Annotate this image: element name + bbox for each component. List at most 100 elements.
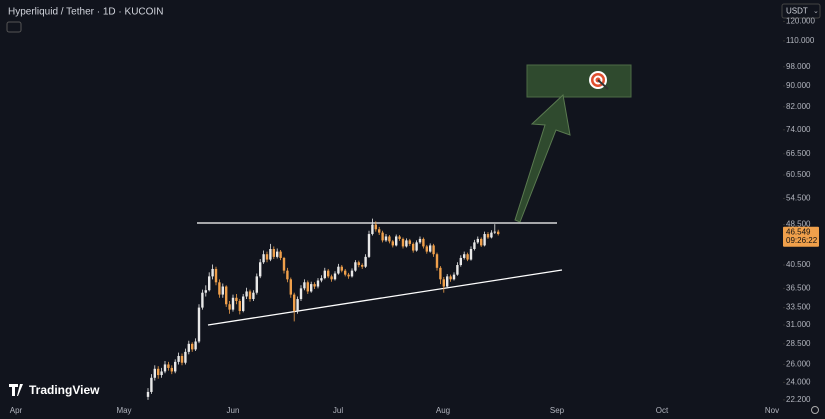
candle-body: [299, 288, 303, 300]
candle-body: [429, 245, 432, 252]
candle-body: [296, 299, 299, 311]
y-tick-label: 22.200: [786, 395, 811, 404]
candle-body: [160, 371, 163, 376]
y-tick-label: 48.500: [786, 220, 811, 229]
candle-body: [452, 274, 456, 280]
candle-body: [333, 273, 337, 280]
candle-body: [364, 256, 367, 267]
candle-body: [279, 251, 282, 258]
candle-body: [412, 243, 415, 251]
y-tick-label: 36.500: [786, 283, 811, 292]
candle-body: [378, 229, 381, 233]
candle-body: [146, 391, 150, 397]
candle-body: [191, 343, 194, 350]
candle-body: [347, 274, 350, 277]
candle-body: [170, 367, 173, 372]
candle-body: [242, 296, 245, 311]
currency-label: USDT: [786, 7, 808, 16]
candle-body: [327, 270, 330, 277]
projection-arrow: [514, 94, 571, 223]
candle-body: [323, 270, 326, 279]
candle-body: [225, 286, 228, 305]
candle-body: [208, 276, 211, 291]
candle-body: [405, 240, 408, 247]
candle-body: [252, 292, 255, 300]
candle-body: [371, 224, 374, 235]
y-tick-label: 26.000: [786, 360, 811, 369]
x-tick-label: Jul: [333, 406, 343, 415]
price-label-box: [783, 226, 819, 247]
candle-body: [398, 236, 401, 239]
candle-body: [235, 297, 238, 301]
y-tick-label: 82.000: [786, 102, 811, 111]
candle-body: [197, 307, 201, 342]
y-tick-label: 60.500: [786, 170, 811, 179]
candle-body: [439, 267, 442, 280]
candle-body: [497, 231, 500, 235]
y-tick-label: 66.500: [786, 149, 811, 158]
candle-body: [231, 297, 235, 310]
candle-body: [442, 279, 445, 287]
candle-body: [184, 351, 187, 363]
candle-body: [272, 248, 275, 257]
candle-body: [310, 284, 313, 292]
candle-body: [422, 238, 425, 247]
candle-body: [483, 234, 486, 246]
settings-icon[interactable]: [811, 406, 819, 414]
candle-body: [167, 364, 170, 368]
candle-body: [221, 286, 224, 295]
y-tick-label: 74.000: [786, 125, 811, 134]
countdown: 09:26:22: [786, 236, 818, 245]
candle-body: [238, 300, 241, 311]
candle-body: [293, 294, 296, 311]
candle-body: [401, 238, 405, 247]
collapse-button[interactable]: [6, 21, 22, 33]
candle-body: [163, 364, 167, 372]
candle-body: [374, 224, 377, 230]
candle-body: [248, 291, 252, 300]
candle-body: [316, 280, 320, 287]
y-tick-label: 33.500: [786, 303, 811, 312]
x-tick-label: Apr: [10, 406, 23, 415]
candle-body: [289, 279, 292, 295]
chart-title: Hyperliquid / Tether · 1D · KUCOIN: [8, 7, 163, 18]
y-tick-label: 110.000: [786, 36, 815, 45]
currency-selector[interactable]: [781, 3, 821, 19]
candle-body: [245, 291, 248, 297]
candle-body: [340, 266, 343, 271]
candle-body: [313, 284, 316, 287]
candle-body: [480, 238, 483, 246]
candle-body: [201, 292, 204, 308]
target-icon: [589, 71, 609, 90]
last-price: 46.549: [786, 227, 811, 236]
x-tick-label: Oct: [656, 406, 669, 415]
candle-body: [286, 270, 289, 280]
candle-body: [490, 232, 493, 238]
candle-body: [357, 262, 360, 266]
dropdown-arrow: ⌄: [813, 8, 819, 15]
x-tick-label: Nov: [765, 406, 779, 415]
candle-body: [320, 278, 323, 281]
candle-body: [211, 268, 214, 277]
candle-body: [174, 361, 177, 372]
candle-body: [388, 236, 391, 242]
candle-body: [306, 282, 309, 292]
candle-body: [354, 262, 357, 271]
candle-body: [466, 254, 469, 260]
candle-body: [262, 254, 265, 263]
candle-body: [214, 268, 218, 283]
candle-body: [204, 290, 207, 293]
candle-body: [476, 238, 479, 243]
candle-body: [486, 234, 490, 238]
candle-body: [415, 242, 418, 251]
x-tick-label: May: [116, 406, 131, 415]
candle-body: [469, 248, 473, 260]
y-tick-label: 120.000: [786, 16, 815, 25]
x-tick-label: Jun: [227, 406, 240, 415]
candle-body: [330, 276, 333, 280]
candle-body: [463, 254, 466, 258]
candle-body: [425, 246, 428, 252]
candle-body: [269, 248, 272, 260]
